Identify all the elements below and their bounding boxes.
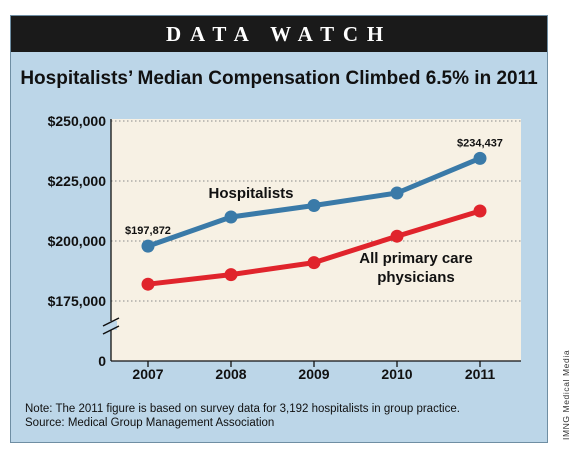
y-tick-label-zero: 0 — [98, 353, 106, 369]
chart-note: Note: The 2011 figure is based on survey… — [25, 402, 460, 430]
data-point — [224, 210, 238, 224]
data-point — [307, 256, 321, 270]
chart-title: Hospitalists’ Median Compensation Climbe… — [20, 68, 538, 89]
data-point — [473, 151, 487, 165]
y-tick-label: $200,000 — [48, 233, 107, 249]
x-tick-label: 2008 — [215, 366, 246, 382]
data-point — [390, 229, 404, 243]
x-tick-label: 2010 — [381, 366, 412, 382]
banner: DATA WATCH — [11, 16, 547, 52]
data-label: $197,872 — [125, 225, 171, 237]
series-name-label: All primary care — [359, 250, 472, 267]
x-tick-label: 2007 — [132, 366, 163, 382]
axis-break-gap — [105, 321, 117, 330]
plot-area — [111, 119, 521, 361]
data-point — [473, 204, 487, 218]
media-credit: IMNG Medical Media — [561, 349, 571, 440]
axis-break-mark — [102, 317, 120, 327]
data-label: $234,437 — [457, 137, 503, 149]
y-tick-label: $175,000 — [48, 293, 107, 309]
axis-break-mark — [102, 325, 120, 335]
series-name-label: Hospitalists — [208, 185, 293, 202]
x-tick-label: 2011 — [465, 366, 496, 382]
note-line: Note: The 2011 figure is based on survey… — [25, 403, 460, 415]
data-point — [141, 239, 155, 253]
data-point — [224, 268, 238, 282]
y-tick-label: $250,000 — [48, 113, 107, 129]
source-line: Source: Medical Group Management Associa… — [25, 417, 275, 429]
data-point — [390, 186, 404, 200]
series-name-label: physicians — [377, 269, 455, 286]
x-tick-label: 2009 — [298, 366, 329, 382]
data-point — [141, 277, 155, 291]
y-tick-label: $225,000 — [48, 173, 107, 189]
data-point — [307, 198, 321, 212]
